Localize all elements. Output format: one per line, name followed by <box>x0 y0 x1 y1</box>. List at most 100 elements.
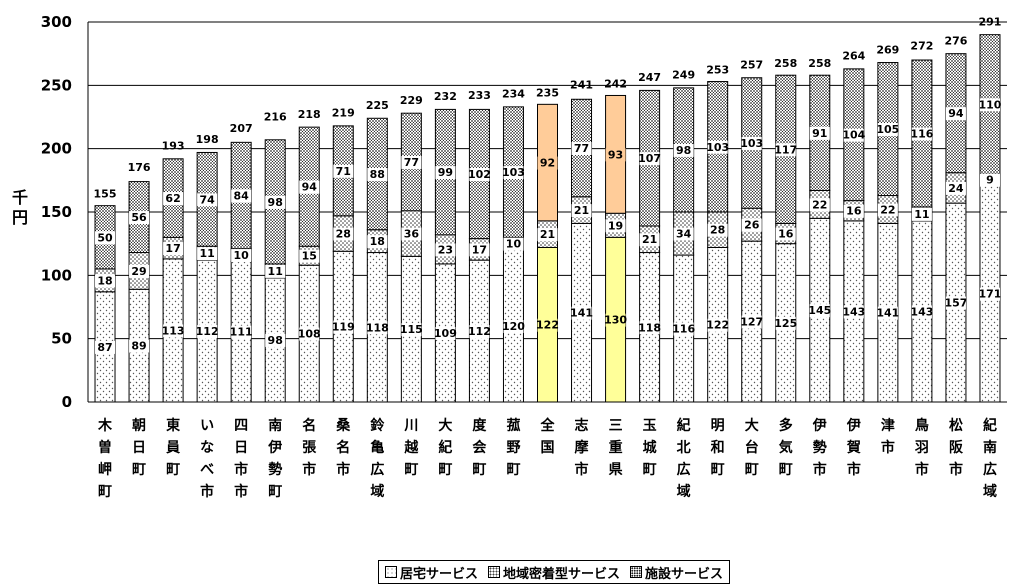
data-label: 17 <box>165 242 180 255</box>
data-label-bg <box>809 198 830 212</box>
y-tick-label: 300 <box>41 13 72 31</box>
data-label: 141 <box>876 307 899 320</box>
data-label: 22 <box>812 198 827 211</box>
data-label-bg <box>775 316 796 330</box>
data-label: 141 <box>570 307 593 320</box>
data-label-bg <box>707 318 728 332</box>
data-label: 103 <box>740 137 763 150</box>
data-label-bg <box>469 325 490 339</box>
data-label-bg <box>163 242 184 256</box>
data-label-bg <box>129 339 150 353</box>
data-label: 88 <box>370 168 385 181</box>
total-label: 249 <box>672 69 695 82</box>
data-label-bg <box>775 143 796 157</box>
data-label-bg <box>95 231 116 245</box>
total-label: 176 <box>128 161 151 174</box>
data-label-bg <box>537 318 558 332</box>
data-label-bg <box>367 321 388 335</box>
data-label-bg <box>809 304 830 318</box>
data-label: 18 <box>370 235 385 248</box>
data-label-bg <box>503 166 524 180</box>
data-label-bg <box>469 168 490 181</box>
data-label: 105 <box>876 123 899 136</box>
data-label-bg <box>673 227 694 241</box>
category-label: 津市 <box>881 417 895 456</box>
y-tick-label: 50 <box>51 330 72 348</box>
data-label: 125 <box>774 317 797 330</box>
data-label: 77 <box>404 156 419 169</box>
data-label-bg <box>163 324 184 338</box>
category-label: 名張市 <box>302 417 317 478</box>
category-label: 鳥羽市 <box>915 417 929 478</box>
total-label: 219 <box>332 107 355 120</box>
total-label: 229 <box>400 94 423 107</box>
data-label: 107 <box>638 152 661 165</box>
data-label: 108 <box>298 328 321 341</box>
data-label: 89 <box>131 340 146 353</box>
data-label-bg <box>197 193 218 207</box>
legend-item-shisetsu: 施設サービス <box>630 563 723 582</box>
data-label-bg <box>571 306 592 320</box>
data-label-bg <box>707 223 728 237</box>
category-label: 大紀町 <box>438 417 452 478</box>
category-label: 菰野町 <box>506 417 520 478</box>
data-label-bg <box>333 320 354 334</box>
data-label-bg <box>571 204 592 218</box>
data-label-bg <box>741 315 762 329</box>
category-label: いなべ市 <box>200 418 214 500</box>
total-label: 207 <box>230 122 253 135</box>
total-label: 269 <box>876 43 899 56</box>
data-label: 21 <box>642 233 657 246</box>
data-label: 26 <box>744 219 760 232</box>
category-label: 南伊勢町 <box>267 417 282 500</box>
data-label-bg <box>401 155 422 169</box>
data-label-bg <box>911 305 932 319</box>
y-tick-label: 100 <box>41 266 72 284</box>
data-label-bg <box>979 98 1000 112</box>
category-label: 東員町 <box>165 417 180 478</box>
data-label: 21 <box>574 204 589 217</box>
data-label: 9 <box>986 174 994 187</box>
data-label-bg <box>265 264 286 278</box>
category-label: 明和町 <box>711 418 725 478</box>
total-label: 247 <box>638 71 661 84</box>
data-label: 19 <box>608 219 623 232</box>
data-label-bg <box>639 233 660 247</box>
total-label: 276 <box>944 34 967 47</box>
legend-label: 施設サービス <box>645 566 724 582</box>
total-label: 234 <box>502 88 525 101</box>
data-label-bg <box>435 243 456 257</box>
data-label: 91 <box>812 127 827 140</box>
total-label: 235 <box>536 86 559 99</box>
data-label-bg <box>877 306 898 320</box>
data-label: 22 <box>880 203 895 216</box>
data-label-bg <box>231 249 252 263</box>
data-label: 50 <box>97 231 113 244</box>
data-label-bg <box>843 128 864 142</box>
data-label: 16 <box>846 205 862 218</box>
data-label-bg <box>265 333 286 347</box>
data-label-bg <box>401 323 422 337</box>
total-label: 218 <box>298 108 321 121</box>
data-label-bg <box>129 264 150 278</box>
data-label: 115 <box>400 323 423 336</box>
category-label: 伊勢市 <box>812 417 827 478</box>
total-label: 241 <box>570 79 593 92</box>
data-label-bg <box>503 237 524 251</box>
data-label: 93 <box>608 148 623 161</box>
category-label: 桑名市 <box>336 418 351 478</box>
data-label-bg <box>707 140 728 154</box>
data-labels: 87 18 50 155 89 29 56 176 113 17 62 193 112 11 74 198 11… <box>94 15 1002 354</box>
legend-item-chiiki: 地域密着型サービス <box>488 563 620 582</box>
total-label: 242 <box>604 77 627 90</box>
legend-swatch-icon <box>488 566 501 578</box>
data-label: 113 <box>162 324 185 337</box>
data-label: 120 <box>502 320 525 333</box>
data-label: 98 <box>268 334 283 347</box>
data-label-bg <box>333 227 354 241</box>
total-label: 258 <box>808 57 831 70</box>
total-label: 216 <box>264 110 287 123</box>
data-label-bg <box>265 195 286 209</box>
legend: 居宅サービス 地域密着型サービス 施設サービス <box>378 560 731 584</box>
category-label: 川越町 <box>403 418 419 478</box>
